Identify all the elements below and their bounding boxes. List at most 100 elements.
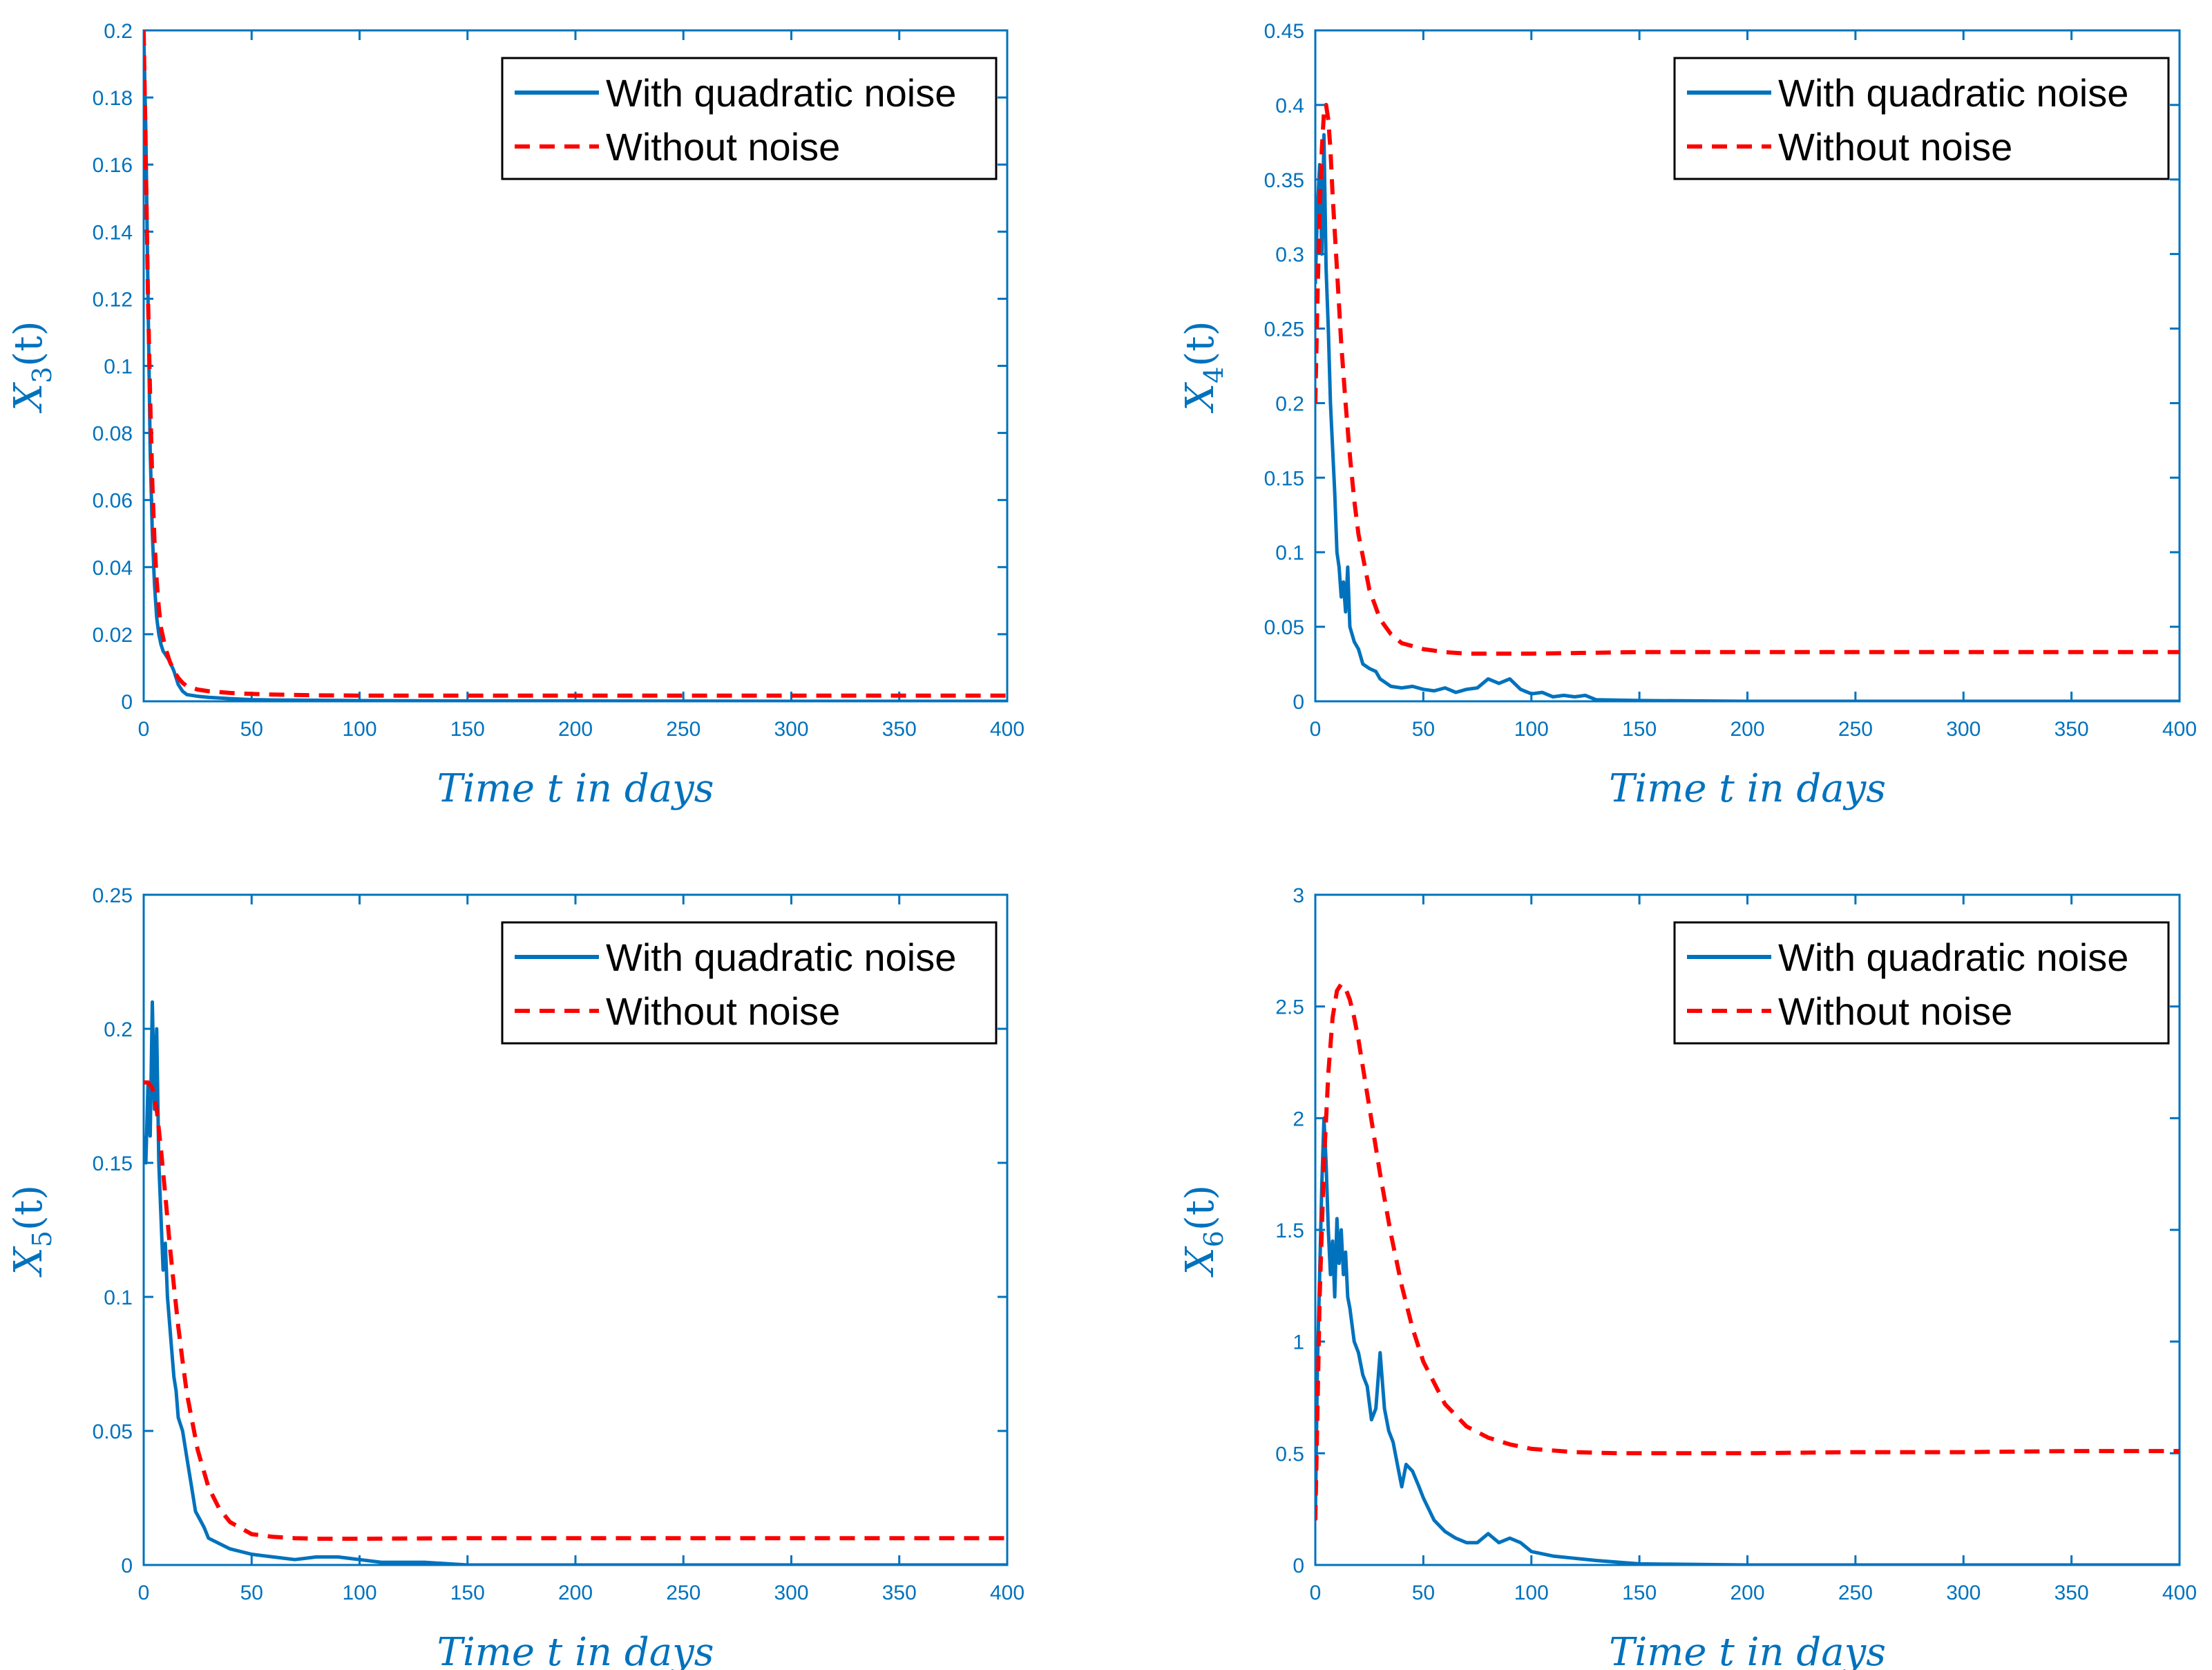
y-label-argument: (t)	[1178, 321, 1223, 366]
y-label-base: X	[6, 1246, 51, 1278]
x-tick-label: 150	[1622, 718, 1657, 741]
x-tick-label: 300	[774, 718, 808, 741]
y-tick-label: 0.3	[1275, 244, 1304, 267]
x-tick-label: 200	[558, 718, 593, 741]
y-tick-label: 0.14	[93, 221, 133, 244]
y-tick-label: 0.2	[104, 1018, 133, 1041]
x-tick-label: 0	[138, 718, 150, 741]
x-tick-label: 200	[1730, 718, 1764, 741]
x-tick-label: 150	[450, 718, 485, 741]
x-tick-label: 100	[1514, 1582, 1549, 1604]
y-tick-label: 0.35	[1264, 169, 1304, 192]
y-tick-label: 0.45	[1264, 20, 1304, 43]
series-line-with-noise	[144, 1000, 1007, 1565]
series-line-without-noise	[144, 1080, 1007, 1541]
legend-label-without-noise: Without noise	[1778, 125, 2012, 169]
y-tick-label: 0.02	[93, 624, 133, 647]
series-line-without-noise	[1315, 982, 2180, 1521]
chart-panel-3: 0 50 100 150 200 250 300 350 400 0 0.05 0.1 0.15 0.2 0…	[6, 884, 1024, 1670]
x-tick-label: 300	[1946, 1582, 1981, 1604]
y-tick-label: 0.12	[93, 288, 133, 311]
legend-label-with-noise: With quadratic noise	[606, 71, 956, 115]
y-tick-label: 0.05	[1264, 616, 1304, 639]
series-line-with-noise	[144, 30, 1007, 701]
x-tick-label: 0	[1310, 718, 1322, 741]
y-label-subscript: 3	[27, 367, 57, 383]
y-tick-label: 2	[1293, 1108, 1304, 1130]
y-tick-label: 1.5	[1275, 1220, 1304, 1242]
legend-label-with-noise: With quadratic noise	[1778, 936, 2128, 979]
series-line-without-noise	[1315, 102, 2180, 656]
chart-panel-4: 0 50 100 150 200 250 300 350 400 0 0.5 1 1.5 2 2.5 3 Tim…	[1178, 884, 2197, 1670]
x-tick-label: 350	[882, 718, 917, 741]
x-tick-label: 350	[2054, 718, 2089, 741]
y-tick-label: 0.1	[1275, 542, 1304, 564]
x-axis-label: Time t in days	[437, 1630, 714, 1670]
x-tick-label: 200	[1730, 1582, 1764, 1604]
legend: With quadratic noise Without noise	[1673, 921, 2170, 1045]
y-tick-label: 0.16	[93, 154, 133, 177]
y-label-argument: (t)	[6, 321, 51, 366]
x-tick-label: 150	[450, 1582, 485, 1604]
y-tick-label: 0.1	[104, 356, 133, 379]
y-label-base: X	[1178, 1246, 1223, 1278]
legend-label-without-noise: Without noise	[1778, 989, 2012, 1033]
y-tick-label: 0.06	[93, 490, 133, 513]
y-axis-label: X6(t)	[1178, 1185, 1229, 1278]
legend-label-without-noise: Without noise	[606, 989, 840, 1033]
x-tick-label: 350	[2054, 1582, 2089, 1604]
legend-box	[501, 57, 998, 180]
x-tick-label: 250	[666, 718, 700, 741]
series-line-with-noise	[1315, 1116, 2180, 1565]
y-label-argument: (t)	[6, 1185, 51, 1231]
y-tick-label: 0.2	[104, 20, 133, 43]
x-axis-label: Time t in days	[437, 766, 714, 811]
y-tick-label: 0	[121, 1555, 133, 1577]
x-axis-label: Time t in days	[1609, 1630, 1886, 1670]
x-tick-label: 50	[240, 1582, 263, 1604]
legend-label-with-noise: With quadratic noise	[1778, 71, 2128, 115]
x-tick-label: 250	[1838, 718, 1873, 741]
y-label-subscript: 4	[1199, 367, 1229, 383]
x-tick-label: 250	[666, 1582, 700, 1604]
y-label-subscript: 6	[1199, 1231, 1229, 1247]
y-tick-label: 0	[1293, 691, 1304, 714]
y-label-base: X	[6, 382, 51, 414]
x-tick-label: 0	[1310, 1582, 1322, 1604]
y-tick-label: 0.04	[93, 557, 133, 580]
y-tick-label: 0.15	[93, 1152, 133, 1175]
legend-box	[1673, 921, 2170, 1045]
y-tick-label: 0.25	[1264, 319, 1304, 341]
x-tick-label: 300	[774, 1582, 808, 1604]
legend-label-with-noise: With quadratic noise	[606, 936, 956, 979]
y-tick-label: 0	[1293, 1555, 1304, 1577]
y-tick-label: 0.25	[93, 884, 133, 907]
y-axis-label: X4(t)	[1178, 321, 1229, 413]
legend: With quadratic noise Without noise	[1673, 57, 2170, 180]
x-tick-label: 0	[138, 1582, 150, 1604]
x-tick-label: 100	[342, 718, 376, 741]
x-tick-label: 300	[1946, 718, 1981, 741]
y-tick-label: 1	[1293, 1331, 1304, 1354]
x-tick-label: 100	[342, 1582, 376, 1604]
y-tick-label: 0.5	[1275, 1443, 1304, 1465]
y-tick-label: 0.15	[1264, 467, 1304, 490]
x-axis-label: Time t in days	[1609, 766, 1886, 811]
y-axis-label: X5(t)	[6, 1185, 57, 1278]
y-tick-label: 3	[1293, 884, 1304, 907]
x-tick-label: 200	[558, 1582, 593, 1604]
series-line-without-noise	[144, 30, 1007, 698]
x-tick-label: 150	[1622, 1582, 1657, 1604]
y-label-argument: (t)	[1178, 1185, 1223, 1231]
y-tick-label: 2.5	[1275, 996, 1304, 1019]
x-tick-label: 400	[2162, 1582, 2197, 1604]
y-tick-label: 0.05	[93, 1421, 133, 1443]
y-label-base: X	[1178, 382, 1223, 414]
x-tick-label: 350	[882, 1582, 917, 1604]
series-line-with-noise	[1315, 133, 2180, 701]
legend-box	[1673, 57, 2170, 180]
x-tick-label: 400	[990, 718, 1024, 741]
x-tick-label: 400	[990, 1582, 1024, 1604]
x-tick-label: 250	[1838, 1582, 1873, 1604]
